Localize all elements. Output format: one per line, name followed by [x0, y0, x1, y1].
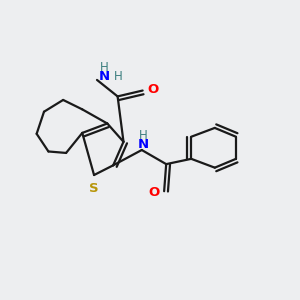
Text: N: N	[138, 138, 149, 151]
Text: O: O	[147, 83, 158, 96]
Text: H: H	[114, 70, 123, 83]
Text: H: H	[100, 61, 109, 74]
Text: O: O	[148, 186, 160, 199]
Text: H: H	[139, 129, 148, 142]
Text: S: S	[89, 182, 99, 195]
Text: N: N	[99, 70, 110, 83]
